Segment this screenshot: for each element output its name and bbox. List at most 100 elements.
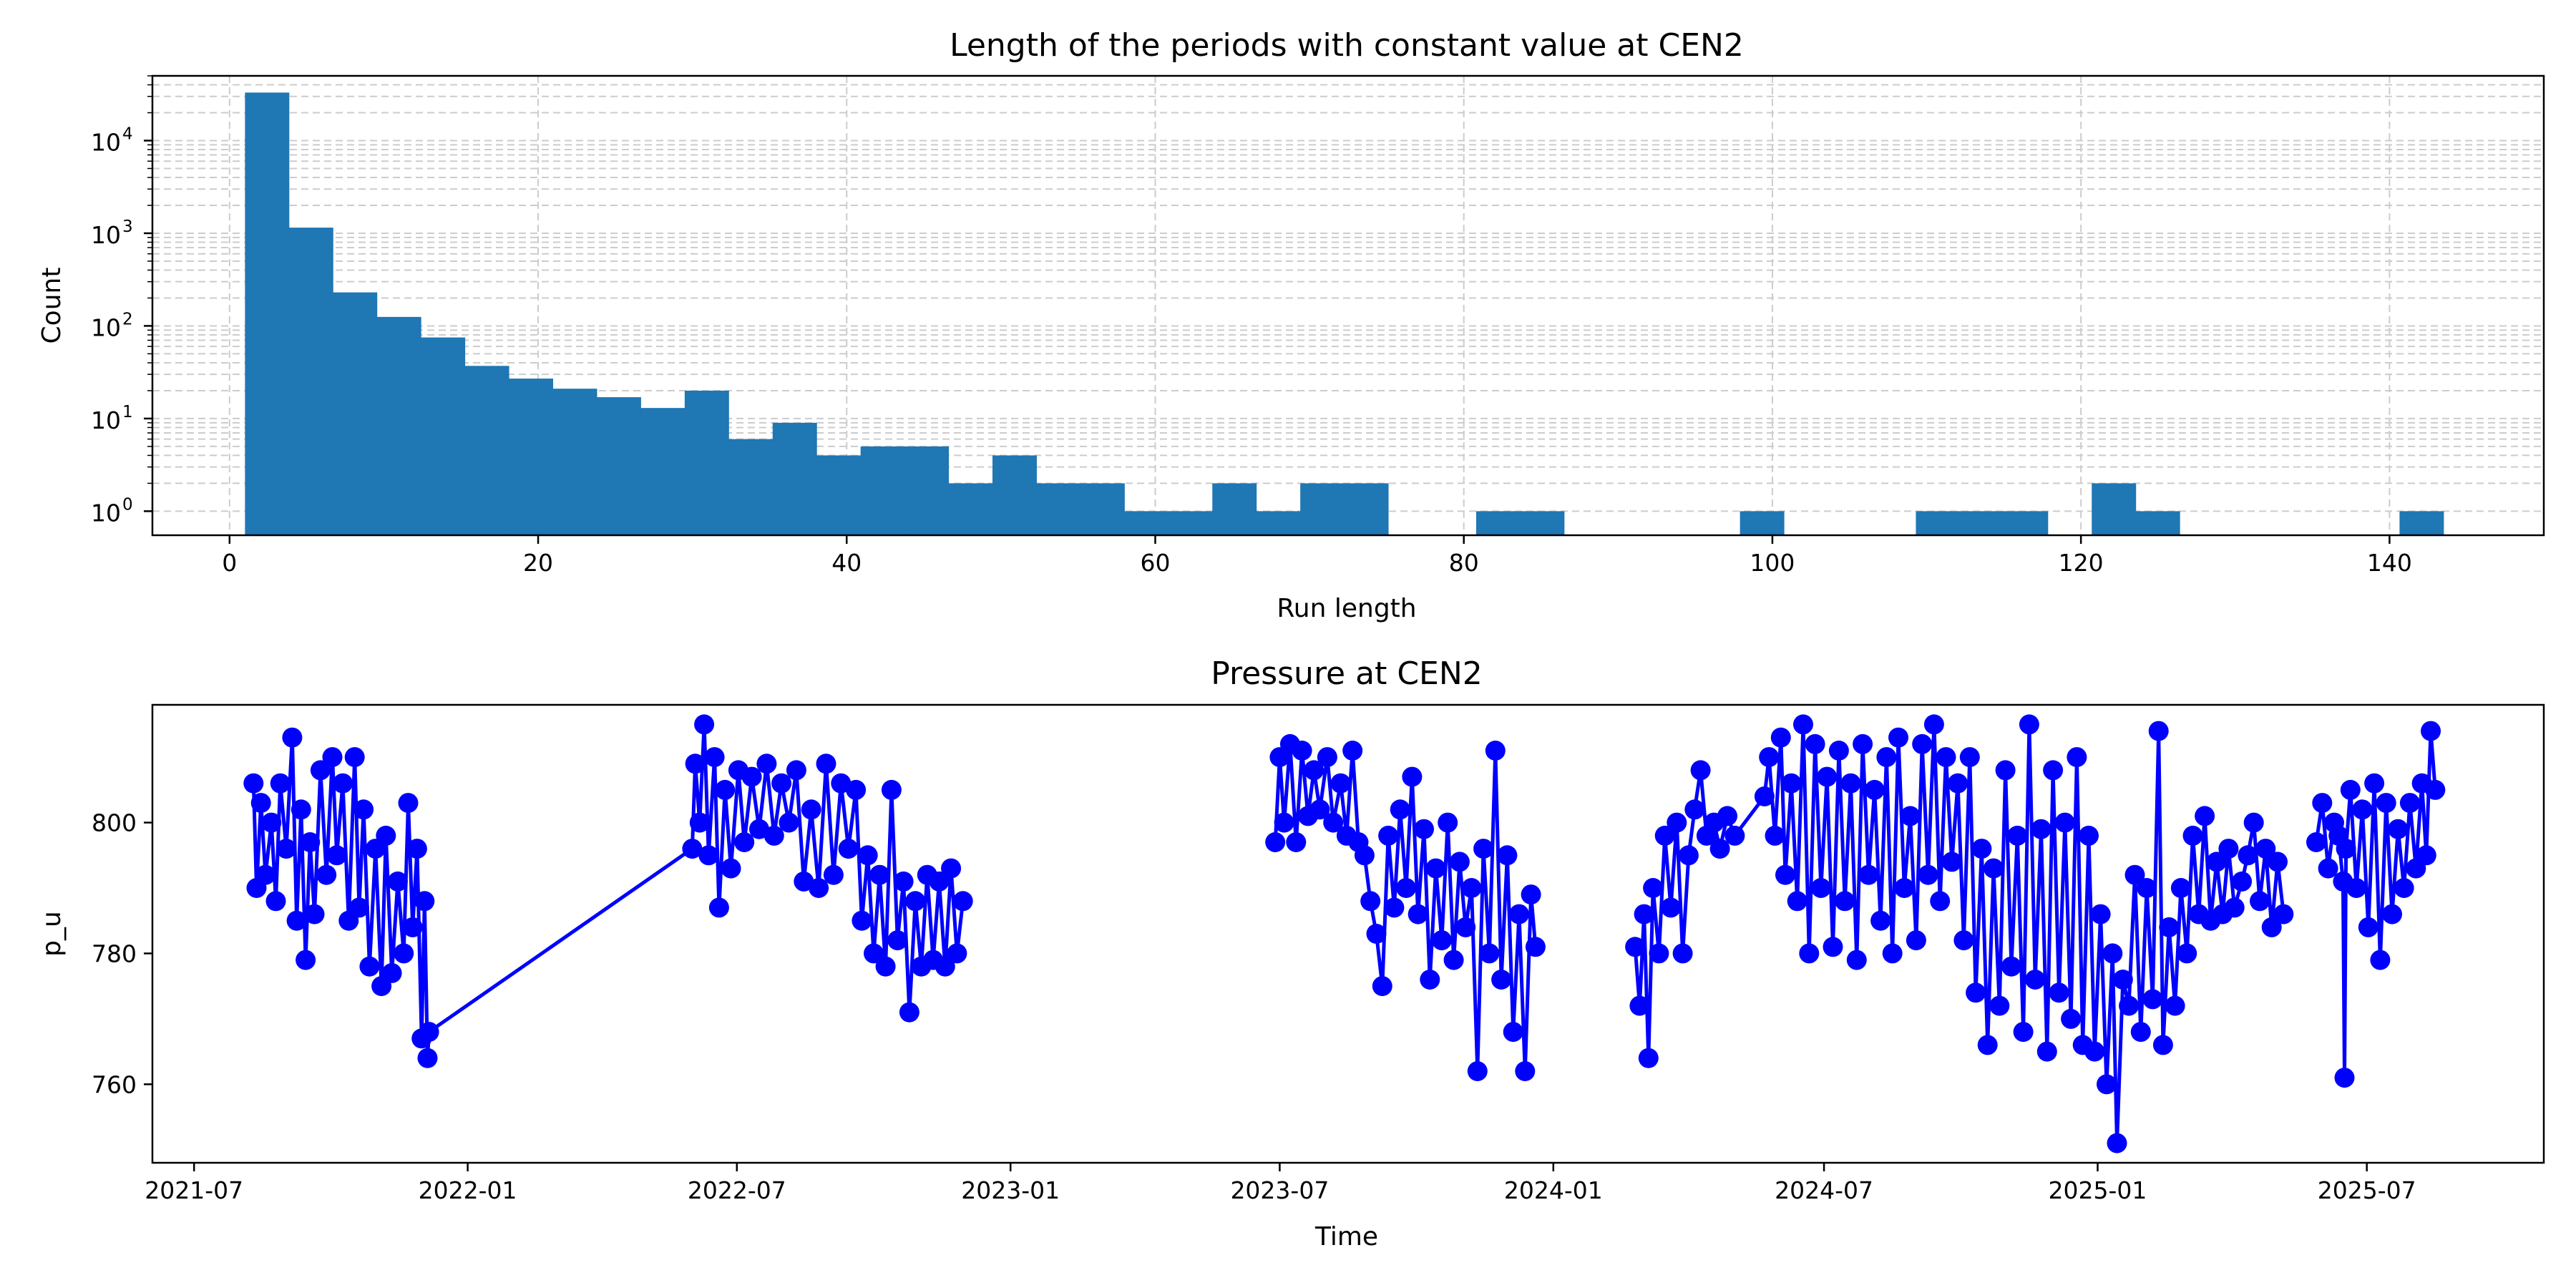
pressure-point [734,832,755,852]
pressure-point [1709,839,1730,859]
pressure-timeseries: Pressure at CEN2 2021-07 2022-01 2022-07 20… [37,655,2545,1252]
pressure-point [2165,995,2185,1016]
histogram-bar [640,408,686,535]
pressure-point [1286,832,1307,852]
timeseries-x-label: Time [1314,1222,1378,1252]
histogram-bar [728,439,774,535]
histogram-y-label: Count [37,268,67,344]
pressure-point [291,799,311,820]
pressure-point [344,747,365,768]
pressure-point [771,773,792,794]
pressure-point [2142,989,2163,1010]
pressure-point [864,943,884,964]
pressure-point [1509,904,1529,924]
timeseries-x-tick-label: 2021-07 [145,1176,243,1204]
pressure-point [2177,943,2197,964]
pressure-point [1765,825,1785,846]
pressure-point [394,943,414,964]
histogram-bar [1036,483,1081,535]
pressure-point [1684,799,1705,820]
timeseries-x-tick-label: 2024-07 [1775,1176,1873,1204]
pressure-point [2232,871,2253,892]
timeseries-frame [151,703,2545,1164]
pressure-point [1449,852,1470,872]
pressure-point [1431,930,1452,951]
pressure-point [1420,970,1440,990]
pressure-point [1366,924,1387,944]
pressure-point [875,956,896,977]
pressure-point [852,910,872,931]
histogram-bar [2004,511,2049,535]
pressure-point [1930,891,1951,912]
pressure-point [1959,747,1980,768]
pressure-point [2031,819,2051,839]
pressure-point [2206,852,2227,872]
pressure-point [2394,878,2414,898]
histogram-x-tick-label: 120 [2059,549,2104,577]
histogram-bar [1475,511,1521,535]
pressure-point [2218,839,2239,859]
pressure-point [2090,904,2111,924]
pressure-point [1390,799,1410,820]
histogram-x-tick-label: 60 [1140,549,1170,577]
histogram-bar [1344,483,1389,535]
pressure-point [1724,825,1745,846]
pressure-point [1425,858,1446,879]
pressure-point [1823,937,1843,957]
pressure-point [1304,760,1324,781]
pressure-point [1485,741,1506,761]
pressure-point [905,891,926,912]
histogram-bar [1212,483,1257,535]
pressure-point [1876,747,1897,768]
histogram-bar [1300,483,1345,535]
pressure-point [1323,812,1344,833]
pressure-point [1515,1061,1536,1081]
pressure-point [1787,891,1807,912]
pressure-point [255,864,275,885]
timeseries-x-tick-label: 2024-01 [1504,1176,1603,1204]
pressure-point [935,956,955,977]
pressure-point [261,812,282,833]
pressure-point [1805,733,1825,754]
pressure-point [2318,858,2338,879]
pressure-point [2399,793,2420,814]
histogram-bar [2092,483,2137,535]
pressure-point [265,891,286,912]
pressure-point [1864,779,1885,800]
pressure-point [2273,904,2294,924]
pressure-point [1309,799,1330,820]
pressure-point [1467,1061,1488,1081]
pressure-point [322,747,343,768]
pressure-point [2358,917,2379,937]
pressure-point [2001,956,2021,977]
timeseries-x-tick-label: 2023-01 [961,1176,1060,1204]
pressure-point [2107,1133,2127,1153]
pressure-point [2067,747,2087,768]
pressure-point [2306,832,2326,852]
pressure-point [698,845,719,866]
pressure-point [1414,819,1434,839]
pressure-point [1521,884,1541,905]
pressure-point [1799,943,1820,964]
pressure-point [857,845,878,866]
timeseries-x-ticks: 2021-07 2022-01 2022-07 2023-01 2023-07 2024-… [145,1163,2416,1204]
histogram-x-tick-label: 40 [831,549,862,577]
pressure-point [715,779,736,800]
histogram-bar [333,292,378,535]
pressure-point [1846,950,1867,970]
histogram-bar [1740,511,1785,535]
pressure-point [2137,878,2157,898]
histogram-title: Length of the periods with constant valu… [950,27,1744,64]
pressure-point [326,845,347,866]
pressure-point [2019,714,2039,735]
pressure-point [1372,976,1392,997]
pressure-point [1828,741,1849,761]
pressure-point [1995,760,2016,781]
pressure-point [1858,864,1879,885]
pressure-point [1342,741,1363,761]
pressure-point [2268,852,2288,872]
histogram-bar [1256,511,1301,535]
pressure-point [316,864,337,885]
